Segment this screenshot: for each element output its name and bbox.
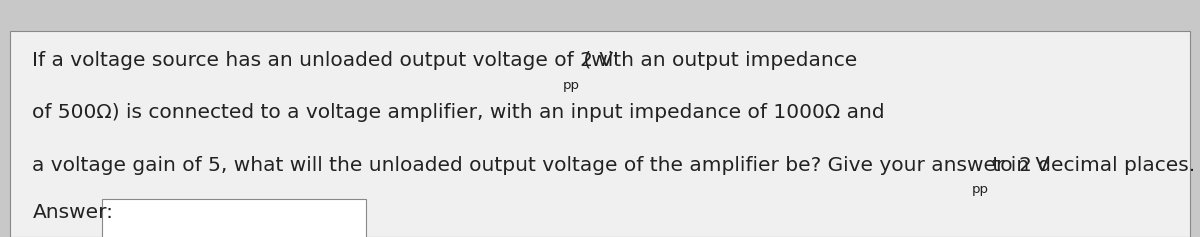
- Text: a voltage gain of 5, what will the unloaded output voltage of the amplifier be? : a voltage gain of 5, what will the unloa…: [32, 156, 1050, 175]
- FancyBboxPatch shape: [10, 31, 1190, 237]
- Text: Answer:: Answer:: [32, 203, 114, 222]
- Text: (with an output impedance: (with an output impedance: [577, 51, 857, 70]
- Text: pp: pp: [563, 79, 580, 92]
- FancyBboxPatch shape: [102, 199, 366, 237]
- Text: If a voltage source has an unloaded output voltage of 2 V: If a voltage source has an unloaded outp…: [32, 51, 613, 70]
- Text: pp: pp: [972, 183, 989, 196]
- Text: to 2 decimal places.: to 2 decimal places.: [986, 156, 1195, 175]
- Text: of 500Ω) is connected to a voltage amplifier, with an input impedance of 1000Ω a: of 500Ω) is connected to a voltage ampli…: [32, 104, 886, 123]
